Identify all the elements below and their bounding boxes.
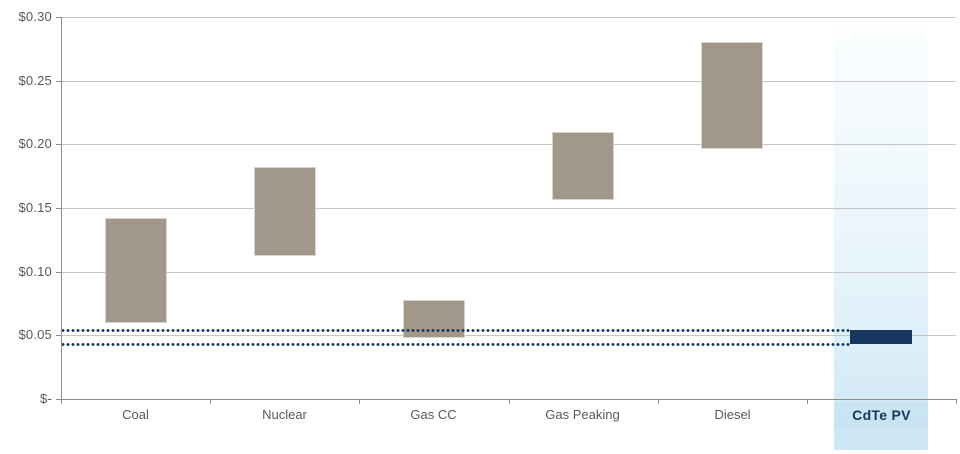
x-axis-tick — [359, 399, 360, 404]
cdte-pv-highlight-column — [834, 30, 928, 450]
x-axis-tick — [210, 399, 211, 404]
y-axis-tick-label: $0.25 — [18, 73, 52, 88]
x-axis-label-cdte-pv: CdTe PV — [852, 407, 911, 423]
range-bar-coal — [105, 218, 167, 323]
y-axis-tick-label: $0.10 — [18, 264, 52, 279]
gridline — [61, 81, 956, 82]
range-bar-nuclear — [254, 167, 316, 256]
gridline — [61, 144, 956, 145]
y-axis-tick — [56, 272, 61, 273]
x-axis-label-gas-cc: Gas CC — [410, 407, 457, 422]
x-axis-tick — [956, 399, 957, 404]
range-bar-cdte-pv — [850, 330, 912, 344]
x-axis-tick — [658, 399, 659, 404]
y-axis-tick — [56, 17, 61, 18]
y-axis-tick — [56, 335, 61, 336]
y-axis-tick-label: $0.30 — [18, 9, 52, 24]
x-axis-label-nuclear: Nuclear — [262, 407, 307, 422]
x-axis-tick — [61, 399, 62, 404]
y-axis-tick-label: $0.20 — [18, 136, 52, 151]
gridline — [61, 272, 956, 273]
x-axis-label-diesel: Diesel — [714, 407, 751, 422]
x-axis-label-coal: Coal — [122, 407, 149, 422]
x-axis-tick — [807, 399, 808, 404]
gridline — [61, 208, 956, 209]
y-axis-tick-label: $0.15 — [18, 200, 52, 215]
reference-line-cdte-pv-range-low — [61, 343, 850, 346]
x-axis-label-gas-peaking: Gas Peaking — [545, 407, 620, 422]
y-axis — [61, 17, 62, 399]
y-axis-tick — [56, 81, 61, 82]
range-bar-gas-peaking — [552, 132, 614, 200]
y-axis-tick — [56, 399, 61, 400]
range-bar-gas-cc — [403, 300, 465, 338]
y-axis-tick-label: $0.05 — [18, 327, 52, 342]
cdte-pv-label-band — [834, 402, 928, 429]
gridline — [61, 335, 956, 336]
y-axis-tick-label: $- — [40, 391, 52, 406]
y-axis-tick — [56, 208, 61, 209]
gridline — [61, 17, 956, 18]
range-bar-diesel — [701, 42, 763, 149]
x-axis-tick — [509, 399, 510, 404]
reference-line-cdte-pv-range-high — [61, 329, 850, 332]
y-axis-tick — [56, 144, 61, 145]
